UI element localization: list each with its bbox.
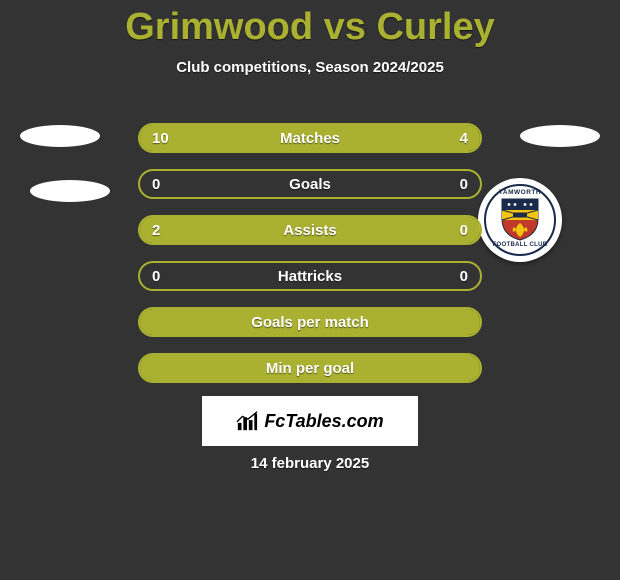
club-badge-top-text: TAMWORTH xyxy=(499,189,541,196)
stat-value-right: 0 xyxy=(460,176,468,193)
stat-row: 0Goals0 xyxy=(138,169,482,199)
player-right-photo-placeholder xyxy=(520,125,600,147)
page-title: Grimwood vs Curley xyxy=(0,0,620,49)
stat-value-right: 0 xyxy=(460,222,468,239)
stat-rows-container: 10Matches40Goals02Assists00Hattricks0Goa… xyxy=(138,123,482,399)
stat-row: Goals per match xyxy=(138,307,482,337)
stat-row: 0Hattricks0 xyxy=(138,261,482,291)
page-subtitle: Club competitions, Season 2024/2025 xyxy=(0,59,620,76)
stat-fill-left xyxy=(140,309,480,335)
stat-fill-left xyxy=(140,217,480,243)
player-left-photo-placeholder-1 xyxy=(20,125,100,147)
brand-text: FcTables.com xyxy=(264,411,383,432)
stat-value-right: 0 xyxy=(460,268,468,285)
shield-icon xyxy=(500,197,540,241)
stat-value-left: 2 xyxy=(152,222,160,239)
stat-label: Goals xyxy=(140,176,480,193)
stat-value-left: 10 xyxy=(152,130,169,147)
club-badge: TAMWORTH FOOTBALL CLUB xyxy=(478,178,562,262)
stat-value-right: 4 xyxy=(460,130,468,147)
stat-fill-left xyxy=(140,355,480,381)
stat-row: 10Matches4 xyxy=(138,123,482,153)
stat-row: 2Assists0 xyxy=(138,215,482,245)
date-text: 14 february 2025 xyxy=(0,455,620,472)
stat-value-left: 0 xyxy=(152,268,160,285)
club-badge-bottom-text: FOOTBALL CLUB xyxy=(493,242,548,248)
stat-row: Min per goal xyxy=(138,353,482,383)
brand-banner: FcTables.com xyxy=(202,396,418,446)
bar-chart-icon xyxy=(236,410,258,432)
club-badge-inner: TAMWORTH FOOTBALL CLUB xyxy=(484,184,556,256)
stat-label: Hattricks xyxy=(140,268,480,285)
player-left-photo-placeholder-2 xyxy=(30,180,110,202)
stat-fill-left xyxy=(140,125,383,151)
stat-value-left: 0 xyxy=(152,176,160,193)
